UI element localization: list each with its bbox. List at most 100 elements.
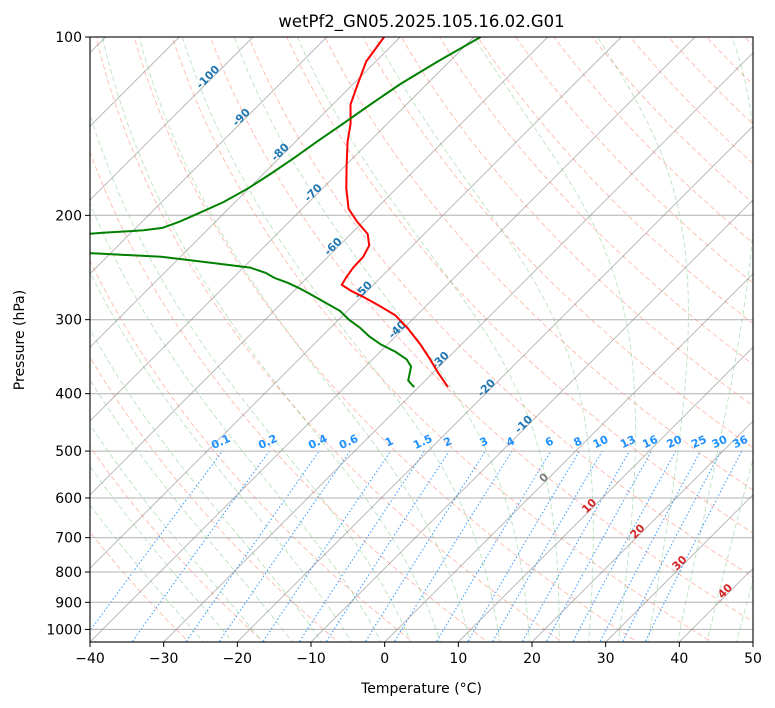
isotherm (163, 52, 753, 642)
moist-adiabat (90, 423, 263, 642)
dry-adiabat (770, 24, 775, 645)
x-tick-label: 20 (523, 651, 541, 667)
isotherm-label: -40 (386, 318, 409, 341)
x-tick-label: −30 (149, 651, 179, 667)
isotherm (236, 125, 753, 642)
dry-adiabat (553, 37, 753, 244)
isotherm-label: 10 (579, 496, 599, 516)
chart-title: wetPf2_GN05.2025.105.16.02.G01 (278, 12, 564, 32)
dry-adiabat (324, 37, 753, 491)
dry-adiabat (90, 445, 265, 642)
dry-adiabat (248, 37, 753, 578)
dry-adiabat (90, 259, 414, 642)
dry-adiabat (171, 37, 713, 642)
mixing-ratio-line (185, 450, 320, 642)
mixing-ratio-line (491, 450, 603, 642)
mixing-ratio-label: 1 (383, 434, 395, 449)
mixing-ratio-label: 3 (478, 434, 490, 449)
mixing-ratio-line (393, 450, 513, 642)
skewed-isotherms (90, 37, 753, 642)
moist-adiabat (706, 457, 753, 642)
x-tick-label: −40 (75, 651, 105, 667)
isotherm-label: -60 (322, 235, 345, 258)
moist-adiabat (90, 112, 412, 642)
mixing-ratio-line (521, 450, 630, 642)
dry-adiabat (515, 37, 753, 284)
pressure-gridlines (90, 37, 753, 630)
plot-area: 0.1 0.2 0.4 0.6 1 1.5 2 3 4 6 8 10 13 16 20 25 30 36-100-… (90, 24, 775, 645)
mixing-ratio-label: 30 (710, 433, 730, 451)
mixing-ratio-line (599, 450, 701, 642)
y-tick-label: 900 (55, 595, 82, 611)
x-tick-label: 50 (744, 651, 762, 667)
x-tick-label: −20 (223, 651, 253, 667)
isotherm (90, 37, 549, 496)
mixing-ratio-line (572, 450, 677, 642)
mixing-ratio-label: 10 (591, 433, 611, 451)
isotherm-label: -80 (269, 140, 292, 163)
dry-adiabat (286, 37, 753, 534)
isotherm-label: -10 (512, 412, 535, 435)
moist-adiabat (181, 37, 501, 642)
mixing-ratio-label: 16 (640, 433, 660, 451)
x-axis: −40 −30 −20 −10 0 10 20 30 40 50 (75, 642, 762, 667)
dry-adiabat (744, 37, 753, 47)
moist-adiabat (473, 37, 637, 642)
dry-adiabat (90, 150, 489, 642)
dry-adiabat (400, 37, 753, 407)
y-tick-label: 200 (55, 208, 82, 224)
plot-frame (89, 36, 754, 643)
dry-adiabat (705, 37, 753, 86)
isotherm (531, 420, 753, 642)
x-tick-label: −10 (296, 651, 326, 667)
moist-adiabat (596, 37, 689, 642)
mixing-ratio-line (545, 450, 653, 642)
mixing-ratio-line (298, 450, 425, 642)
isotherm-label: -100 (194, 63, 223, 92)
dry-adiabat (438, 37, 753, 365)
x-tick-label: 30 (597, 651, 615, 667)
y-tick-label: 100 (55, 30, 82, 46)
mixing-ratio-label: 8 (572, 434, 584, 449)
dewpoint-profile (90, 37, 482, 388)
y-tick-label: 700 (55, 531, 82, 547)
isotherm (90, 37, 622, 569)
isotherm (90, 37, 254, 201)
isotherm (90, 37, 328, 275)
mixing-ratio-line (131, 450, 270, 642)
y-tick-label: 400 (55, 387, 82, 403)
isotherm-label: -30 (429, 349, 452, 372)
y-tick-label: 1000 (46, 622, 82, 638)
dry-adiabat (477, 37, 753, 325)
y-axis-title: Pressure (hPa) (12, 290, 28, 390)
x-tick-label: 40 (670, 651, 688, 667)
isotherm-label: 20 (628, 521, 648, 541)
mixing-ratio-label: 6 (543, 434, 556, 449)
x-tick-label: 10 (449, 651, 467, 667)
mixing-ratio-line (218, 450, 351, 642)
mixing-ratio-label: 13 (618, 433, 637, 451)
isotherm (605, 494, 753, 642)
isotherm (752, 641, 753, 642)
mixing-ratio-line (435, 450, 552, 642)
dry-adiabat (90, 531, 190, 642)
moist-adiabat (90, 378, 293, 642)
dry-adiabat (591, 37, 753, 204)
isotherm-label: -50 (352, 278, 375, 301)
mixing-ratio-line (364, 450, 486, 642)
mixing-ratio-label: 36 (731, 433, 751, 451)
y-tick-label: 500 (55, 444, 82, 460)
mixing-ratio-label: 25 (689, 433, 708, 451)
mixing-ratio-label: 20 (665, 433, 685, 451)
moist-adiabat (90, 270, 352, 642)
mixing-ratio-lines (90, 450, 743, 642)
mixing-ratio-line (644, 450, 743, 642)
mixing-ratio-label: 0.4 (306, 432, 329, 452)
temperature-profile (340, 37, 449, 388)
isotherm-label: -70 (302, 181, 325, 204)
sounding-profiles (90, 37, 482, 388)
moist-adiabat (101, 37, 441, 642)
moist-adiabat (375, 37, 594, 642)
moist-adiabat (90, 465, 234, 642)
mixing-ratio-line (325, 450, 450, 642)
